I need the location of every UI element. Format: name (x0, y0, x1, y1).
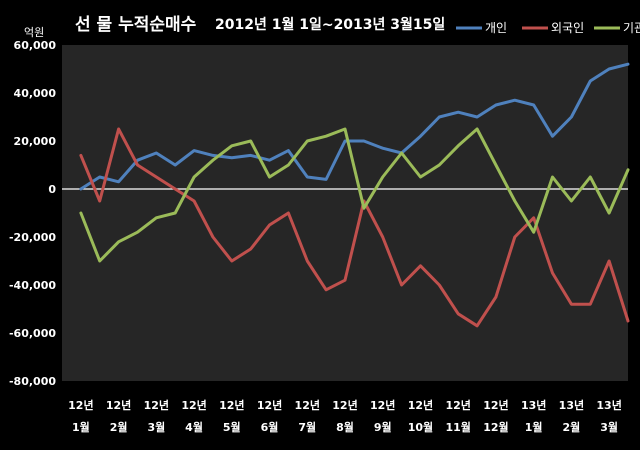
x-tick-year: 13년 (521, 398, 546, 412)
x-tick-month: 3월 (600, 420, 618, 434)
legend: 개인 외국인 기관 (456, 21, 640, 35)
x-tick-month: 2월 (563, 420, 581, 434)
x-tick-month: 1월 (525, 420, 543, 434)
x-tick-month: 2월 (110, 420, 128, 434)
x-tick-month: 7월 (298, 420, 316, 434)
x-tick-year: 12년 (295, 398, 320, 412)
x-tick-year: 13년 (559, 398, 584, 412)
x-tick-month: 3월 (147, 420, 165, 434)
plot-area (62, 45, 628, 381)
x-tick-month: 5월 (223, 420, 241, 434)
chart-subtitle: 2012년 1월 1일~2013년 3월15일 (215, 16, 445, 33)
series-line-0 (79, 62, 630, 191)
y-tick-label: 40,000 (14, 87, 57, 100)
series-line-2 (79, 127, 630, 263)
x-tick-month: 10월 (408, 420, 433, 434)
x-tick-year: 12년 (445, 398, 470, 412)
legend-label: 기관 (623, 21, 640, 35)
chart-title: 선 물 누적순매수 (75, 15, 197, 35)
x-axis-ticks: 12년 1월 12년 2월 12년 3월 12년 4월 12년 5월 12년 6월 12년 7월 12년 8월… (68, 398, 622, 434)
y-axis-ticks: 60,000 40,000 20,000 0 -20,000 -40,000 -60,000… (9, 39, 56, 388)
y-tick-label: -40,000 (9, 279, 56, 292)
x-tick-year: 12년 (106, 398, 131, 412)
y-unit-label: 억원 (24, 26, 44, 39)
x-tick-year: 12년 (332, 398, 357, 412)
legend-label: 외국인 (551, 21, 584, 35)
y-tick-label: -60,000 (9, 327, 56, 340)
y-tick-label: -20,000 (9, 231, 56, 244)
x-tick-month: 9월 (374, 420, 392, 434)
x-tick-year: 13년 (596, 398, 621, 412)
x-tick-month: 6월 (261, 420, 279, 434)
x-tick-year: 12년 (144, 398, 169, 412)
series-lines (79, 62, 630, 328)
x-tick-month: 1월 (72, 420, 90, 434)
y-tick-label: -80,000 (9, 375, 56, 388)
x-tick-year: 12년 (370, 398, 395, 412)
y-tick-label: 20,000 (14, 135, 57, 148)
x-tick-month: 8월 (336, 420, 354, 434)
x-tick-year: 12년 (408, 398, 433, 412)
x-tick-year: 12년 (68, 398, 93, 412)
x-tick-month: 12월 (483, 420, 508, 434)
x-tick-year: 12년 (483, 398, 508, 412)
x-tick-year: 12년 (219, 398, 244, 412)
x-tick-month: 4월 (185, 420, 203, 434)
x-tick-year: 12년 (181, 398, 206, 412)
x-tick-month: 11월 (445, 420, 470, 434)
x-tick-year: 12년 (257, 398, 282, 412)
y-tick-label: 0 (48, 183, 56, 196)
y-tick-label: 60,000 (14, 39, 57, 52)
legend-label: 개인 (485, 21, 507, 35)
